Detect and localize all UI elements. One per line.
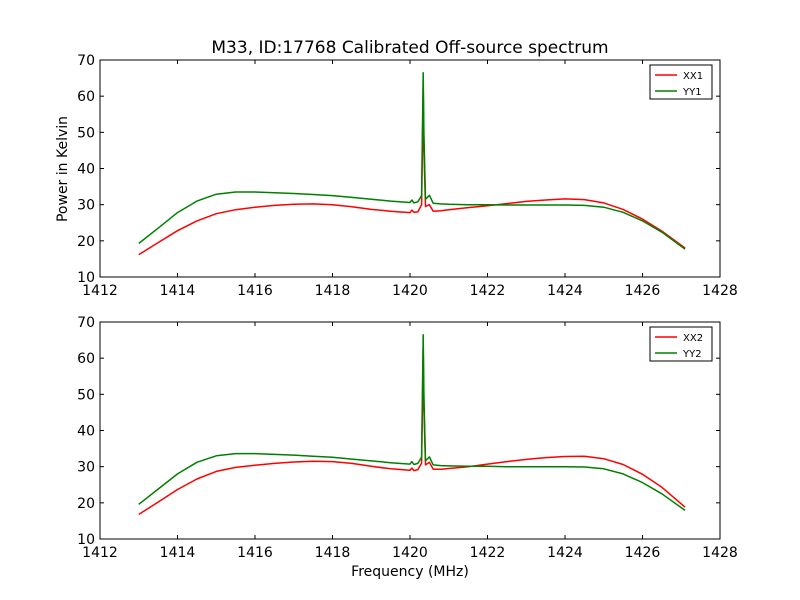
series-line-yy2 (138, 333, 686, 512)
x-tick-label: 1426 (625, 545, 661, 561)
y-tick-label: 60 (77, 351, 95, 367)
panel-1: 1412 1414 1416 1418 1420 1422 1424 1426 1428 10 20… (77, 53, 738, 299)
legend-box (649, 64, 713, 100)
legend-label-xx2: XX2 (683, 333, 703, 344)
y-tick-label: 20 (77, 496, 95, 512)
legend-label-yy2: YY2 (682, 349, 702, 360)
x-tick-label: 1412 (82, 283, 118, 299)
y-tick-label: 10 (77, 532, 95, 548)
y-tick-label: 60 (77, 89, 95, 105)
legend-label-xx1: XX1 (683, 71, 703, 82)
panels: 1412 1414 1416 1418 1420 1422 1424 1426 1428 10 20… (77, 53, 738, 561)
x-tick-label: 1412 (82, 545, 118, 561)
y-tick-label: 50 (77, 387, 95, 403)
x-tick-label: 1418 (315, 545, 351, 561)
x-tick-label: 1428 (702, 283, 738, 299)
y-tick-label: 30 (77, 198, 95, 214)
x-tick-label: 1416 (237, 283, 273, 299)
y-tick-label: 10 (77, 270, 95, 286)
y-tick-label: 50 (77, 125, 95, 141)
y-tick-label: 70 (77, 315, 95, 331)
y-tick-label: 40 (77, 162, 95, 178)
x-tick-label: 1420 (392, 545, 428, 561)
y-tick-label: 30 (77, 460, 95, 476)
legend-label-yy1: YY1 (682, 87, 702, 98)
x-tick-label: 1422 (470, 283, 506, 299)
x-axis-label: Frequency (MHz) (351, 564, 469, 580)
y-tick-label: 70 (77, 53, 95, 69)
y-axis-label: Power in Kelvin (55, 116, 71, 222)
chart-title: M33, ID:17768 Calibrated Off-source spec… (211, 38, 608, 58)
series-line-yy1 (138, 71, 686, 250)
x-tick-label: 1422 (470, 545, 506, 561)
legend-box (649, 326, 713, 362)
x-tick-label: 1428 (702, 545, 738, 561)
x-tick-label: 1416 (237, 545, 273, 561)
y-tick-label: 40 (77, 424, 95, 440)
x-tick-label: 1414 (160, 545, 196, 561)
x-tick-label: 1414 (160, 283, 196, 299)
x-tick-label: 1424 (547, 545, 583, 561)
x-tick-label: 1418 (315, 283, 351, 299)
y-tick-label: 20 (77, 234, 95, 250)
panel-2: 1412 1414 1416 1418 1420 1422 1424 1426 1428 10 20… (77, 315, 738, 561)
x-tick-label: 1420 (392, 283, 428, 299)
x-tick-label: 1424 (547, 283, 583, 299)
x-tick-label: 1426 (625, 283, 661, 299)
